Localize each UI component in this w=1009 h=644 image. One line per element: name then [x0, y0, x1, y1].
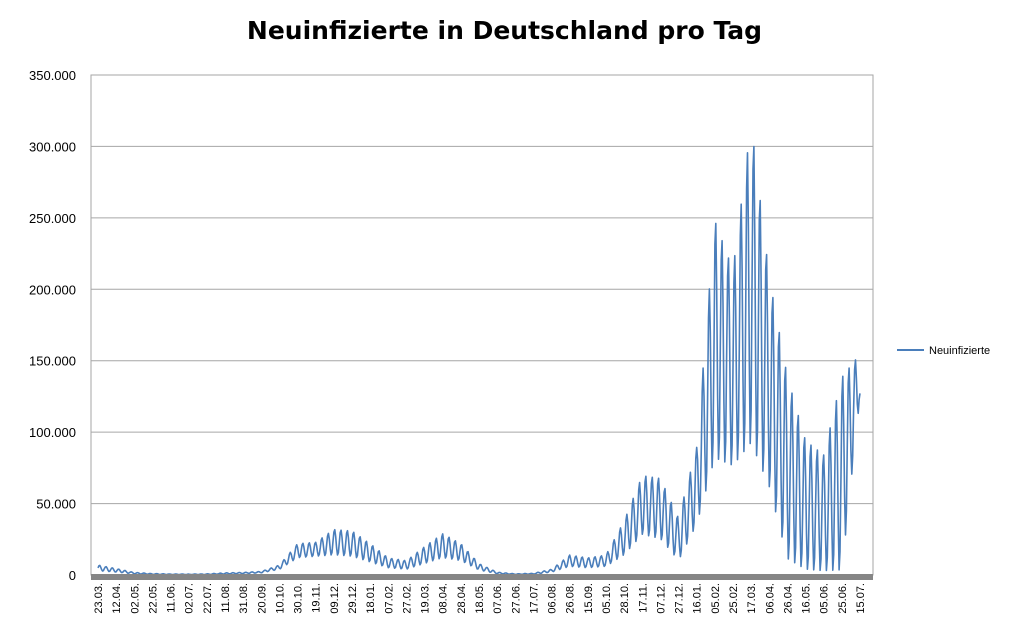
- chart-title: Neuinfizierte in Deutschland pro Tag: [246, 16, 763, 45]
- x-tick-label: 16.01.: [692, 583, 704, 614]
- x-tick-label: 20.09.: [256, 583, 268, 614]
- x-tick-label: 09.12.: [329, 583, 341, 614]
- x-tick-label: 15.07.: [855, 583, 867, 614]
- x-tick-label: 07.02.: [383, 583, 395, 614]
- series-layer: [97, 145, 861, 576]
- x-tick-label: 17.11.: [637, 583, 649, 613]
- x-tick-label: 08.04.: [438, 583, 450, 614]
- x-tick-label: 02.05.: [129, 583, 141, 614]
- x-tick-label: 22.07.: [202, 583, 214, 614]
- x-tick-label: 17.03.: [746, 583, 758, 614]
- y-axis-tick-labels: 0 50.000 100.000 150.000 200.000 250.000 300.0…: [29, 68, 76, 583]
- x-axis-band: [91, 574, 873, 580]
- x-tick-label: 05.10.: [601, 583, 613, 614]
- x-tick-label: 11.06.: [166, 583, 178, 613]
- y-tick-label: 300.000: [29, 139, 76, 154]
- x-tick-label: 27.12.: [674, 583, 686, 614]
- series-line-neuinfizierte: [97, 145, 861, 576]
- y-tick-label: 250.000: [29, 211, 76, 226]
- y-tick-label: 100.000: [29, 425, 76, 440]
- y-tick-label: 150.000: [29, 354, 76, 369]
- legend: Neuinfizierte: [897, 345, 990, 357]
- x-tick-label: 28.04.: [456, 583, 468, 614]
- x-tick-label: 18.01.: [365, 583, 377, 614]
- y-tick-label: 50.000: [36, 497, 76, 512]
- x-tick-label: 19.11.: [311, 583, 323, 613]
- x-tick-label: 16.05.: [801, 583, 813, 614]
- x-tick-label: 19.03.: [420, 583, 432, 614]
- x-tick-label: 29.12.: [347, 583, 359, 614]
- x-tick-label: 25.02.: [728, 583, 740, 614]
- x-tick-label: 06.08.: [547, 583, 559, 614]
- x-tick-label: 27.02.: [401, 583, 413, 614]
- x-tick-label: 07.12.: [655, 583, 667, 614]
- y-tick-label: 350.000: [29, 68, 76, 83]
- x-axis-tick-labels: 23.03. 12.04. 02.05. 22.05. 11.06. 02.07. 22.0…: [93, 583, 867, 614]
- x-tick-label: 02.07.: [184, 583, 196, 614]
- x-tick-label: 15.09.: [583, 583, 595, 614]
- x-tick-label: 27.06.: [510, 583, 522, 614]
- x-tick-label: 25.06.: [837, 583, 849, 614]
- x-tick-label: 30.10.: [293, 583, 305, 614]
- x-tick-label: 11.08.: [220, 583, 232, 613]
- x-tick-label: 05.02.: [710, 583, 722, 614]
- x-tick-label: 05.06.: [819, 583, 831, 614]
- x-tick-label: 23.03.: [93, 583, 105, 614]
- x-tick-label: 26.04.: [782, 583, 794, 614]
- x-tick-label: 07.06.: [492, 583, 504, 614]
- x-tick-label: 06.04.: [764, 583, 776, 614]
- x-tick-label: 18.05.: [474, 583, 486, 614]
- x-tick-label: 17.07.: [528, 583, 540, 614]
- legend-label: Neuinfizierte: [929, 345, 990, 357]
- x-tick-label: 31.08.: [238, 583, 250, 614]
- x-tick-label: 26.08.: [565, 583, 577, 614]
- y-tick-label: 200.000: [29, 282, 76, 297]
- x-tick-label: 12.04.: [111, 583, 123, 614]
- x-tick-label: 10.10.: [274, 583, 286, 614]
- y-tick-label: 0: [69, 568, 76, 583]
- x-tick-label: 28.10.: [619, 583, 631, 614]
- x-tick-label: 22.05.: [147, 583, 159, 614]
